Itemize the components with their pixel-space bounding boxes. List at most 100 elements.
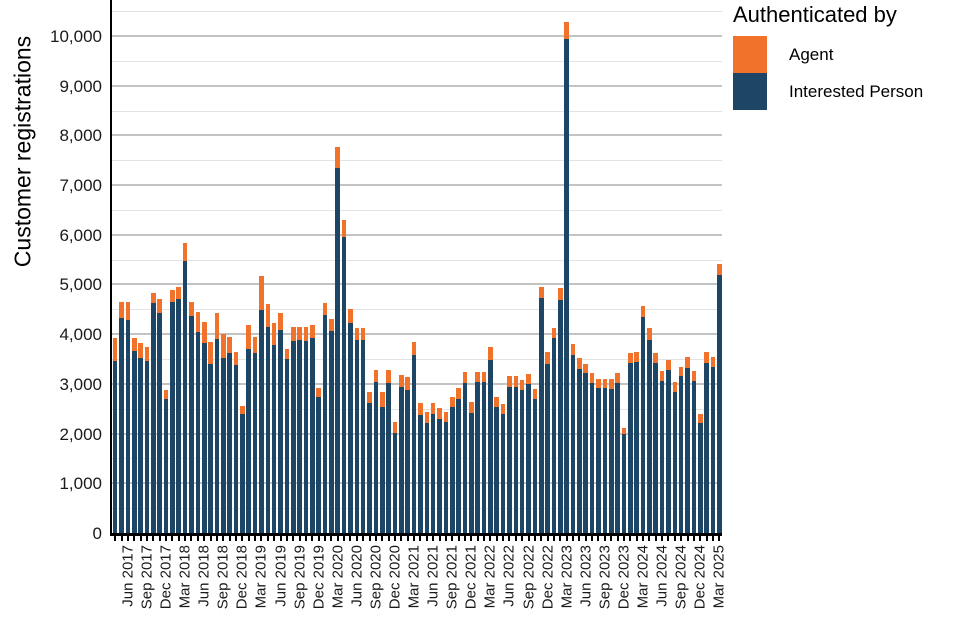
agent-segment: [577, 358, 582, 369]
interested-person-segment: [596, 388, 601, 533]
bar-slot: [137, 0, 143, 533]
stacked-bar: [379, 391, 385, 533]
x-tick-mark: [514, 536, 517, 541]
interested-person-segment: [303, 340, 309, 533]
bar-slot: [316, 0, 322, 533]
x-tick-mark: [597, 536, 600, 541]
agent-segment: [386, 370, 391, 384]
x-tick-mark: [196, 536, 199, 541]
bar-slot: [449, 0, 455, 533]
x-tick-mark: [177, 536, 180, 541]
interested-person-segment: [666, 369, 671, 533]
bar-slot: [697, 0, 703, 533]
x-tick-mark: [381, 536, 384, 541]
stacked-bar: [221, 334, 226, 533]
agent-segment: [488, 347, 493, 361]
agent-segment: [131, 337, 137, 352]
agent-segment: [589, 373, 595, 383]
agent-segment: [303, 327, 309, 341]
stacked-bar: [354, 328, 360, 533]
x-tick-mark: [584, 536, 587, 541]
x-tick-mark: [406, 536, 409, 541]
interested-person-segment: [176, 299, 182, 533]
agent-segment: [717, 264, 722, 276]
x-tick-mark: [324, 536, 327, 541]
bar-slot: [214, 0, 220, 533]
interested-person-segment: [488, 360, 493, 533]
stacked-bar: [278, 313, 283, 533]
x-tick-mark: [126, 536, 129, 541]
x-tick-mark: [120, 536, 123, 541]
bar-slot: [665, 0, 671, 533]
x-tick-mark: [393, 536, 396, 541]
bar-slot: [220, 0, 226, 533]
x-tick-mark: [419, 536, 422, 541]
bar-slot: [150, 0, 156, 533]
interested-person-segment: [558, 299, 563, 533]
bar-slot: [455, 0, 461, 533]
interested-person-segment: [214, 339, 220, 533]
x-tick-mark: [444, 536, 447, 541]
interested-person-segment: [647, 340, 652, 533]
y-axis-tick-labels: 0 1,000 2,000 3,000 4,000 5,000 6,000 7,000 8,00…: [0, 0, 102, 542]
agent-segment: [570, 344, 576, 356]
bar-slot: [672, 0, 678, 533]
x-tick-mark: [552, 536, 555, 541]
bar-slot: [506, 0, 512, 533]
interested-person-segment: [341, 237, 347, 533]
interested-person-segment: [538, 297, 544, 533]
interested-person-segment: [424, 423, 430, 533]
stacked-bar: [329, 319, 334, 533]
stacked-bar: [475, 371, 480, 533]
agent-segment: [322, 303, 328, 315]
agent-segment: [538, 286, 544, 298]
bar-slot: [354, 0, 360, 533]
stacked-bar: [640, 305, 646, 533]
x-tick-mark: [463, 536, 466, 541]
x-tick-mark: [343, 536, 346, 541]
stacked-bar: [189, 301, 194, 533]
stacked-bar: [386, 370, 391, 533]
agent-segment: [138, 343, 143, 359]
bar-slot: [462, 0, 468, 533]
agent-segment: [297, 327, 302, 341]
bar-slot: [691, 0, 697, 533]
bar-slot: [176, 0, 182, 533]
bar-slot: [201, 0, 207, 533]
interested-person-segment: [240, 414, 245, 533]
x-tick-mark: [254, 536, 257, 541]
agent-segment: [379, 391, 385, 407]
interested-person-segment: [208, 363, 213, 533]
y-tick-label: 4,000: [59, 325, 102, 345]
stacked-bar: [182, 243, 188, 533]
bar-slot: [169, 0, 175, 533]
bar-slot: [195, 0, 201, 533]
interested-person-segment: [418, 415, 423, 533]
interested-person-segment: [710, 366, 716, 533]
agent-segment: [392, 421, 398, 434]
interested-person-segment: [379, 406, 385, 533]
stacked-bar: [341, 220, 347, 533]
stacked-bar: [500, 403, 506, 533]
agent-segment: [144, 347, 150, 361]
stacked-bar: [697, 414, 703, 533]
interested-person-segment: [640, 316, 646, 533]
x-tick-mark: [114, 536, 117, 541]
stacked-bar: [411, 341, 417, 533]
interested-person-segment: [678, 376, 684, 533]
agent-segment: [526, 373, 531, 384]
interested-person-segment: [144, 360, 150, 533]
stacked-bar: [125, 301, 131, 533]
agent-segment: [373, 369, 379, 382]
agent-segment: [634, 351, 639, 363]
y-tick-label: 6,000: [59, 225, 102, 245]
interested-person-segment: [335, 167, 341, 533]
stacked-bar: [666, 360, 671, 533]
bar-slot: [163, 0, 169, 533]
y-tick-label: 1,000: [59, 474, 102, 494]
bar-slot: [328, 0, 334, 533]
x-tick-mark: [362, 536, 365, 541]
x-tick-mark: [139, 536, 142, 541]
agent-segment: [430, 403, 436, 414]
stacked-bar: [462, 372, 468, 533]
